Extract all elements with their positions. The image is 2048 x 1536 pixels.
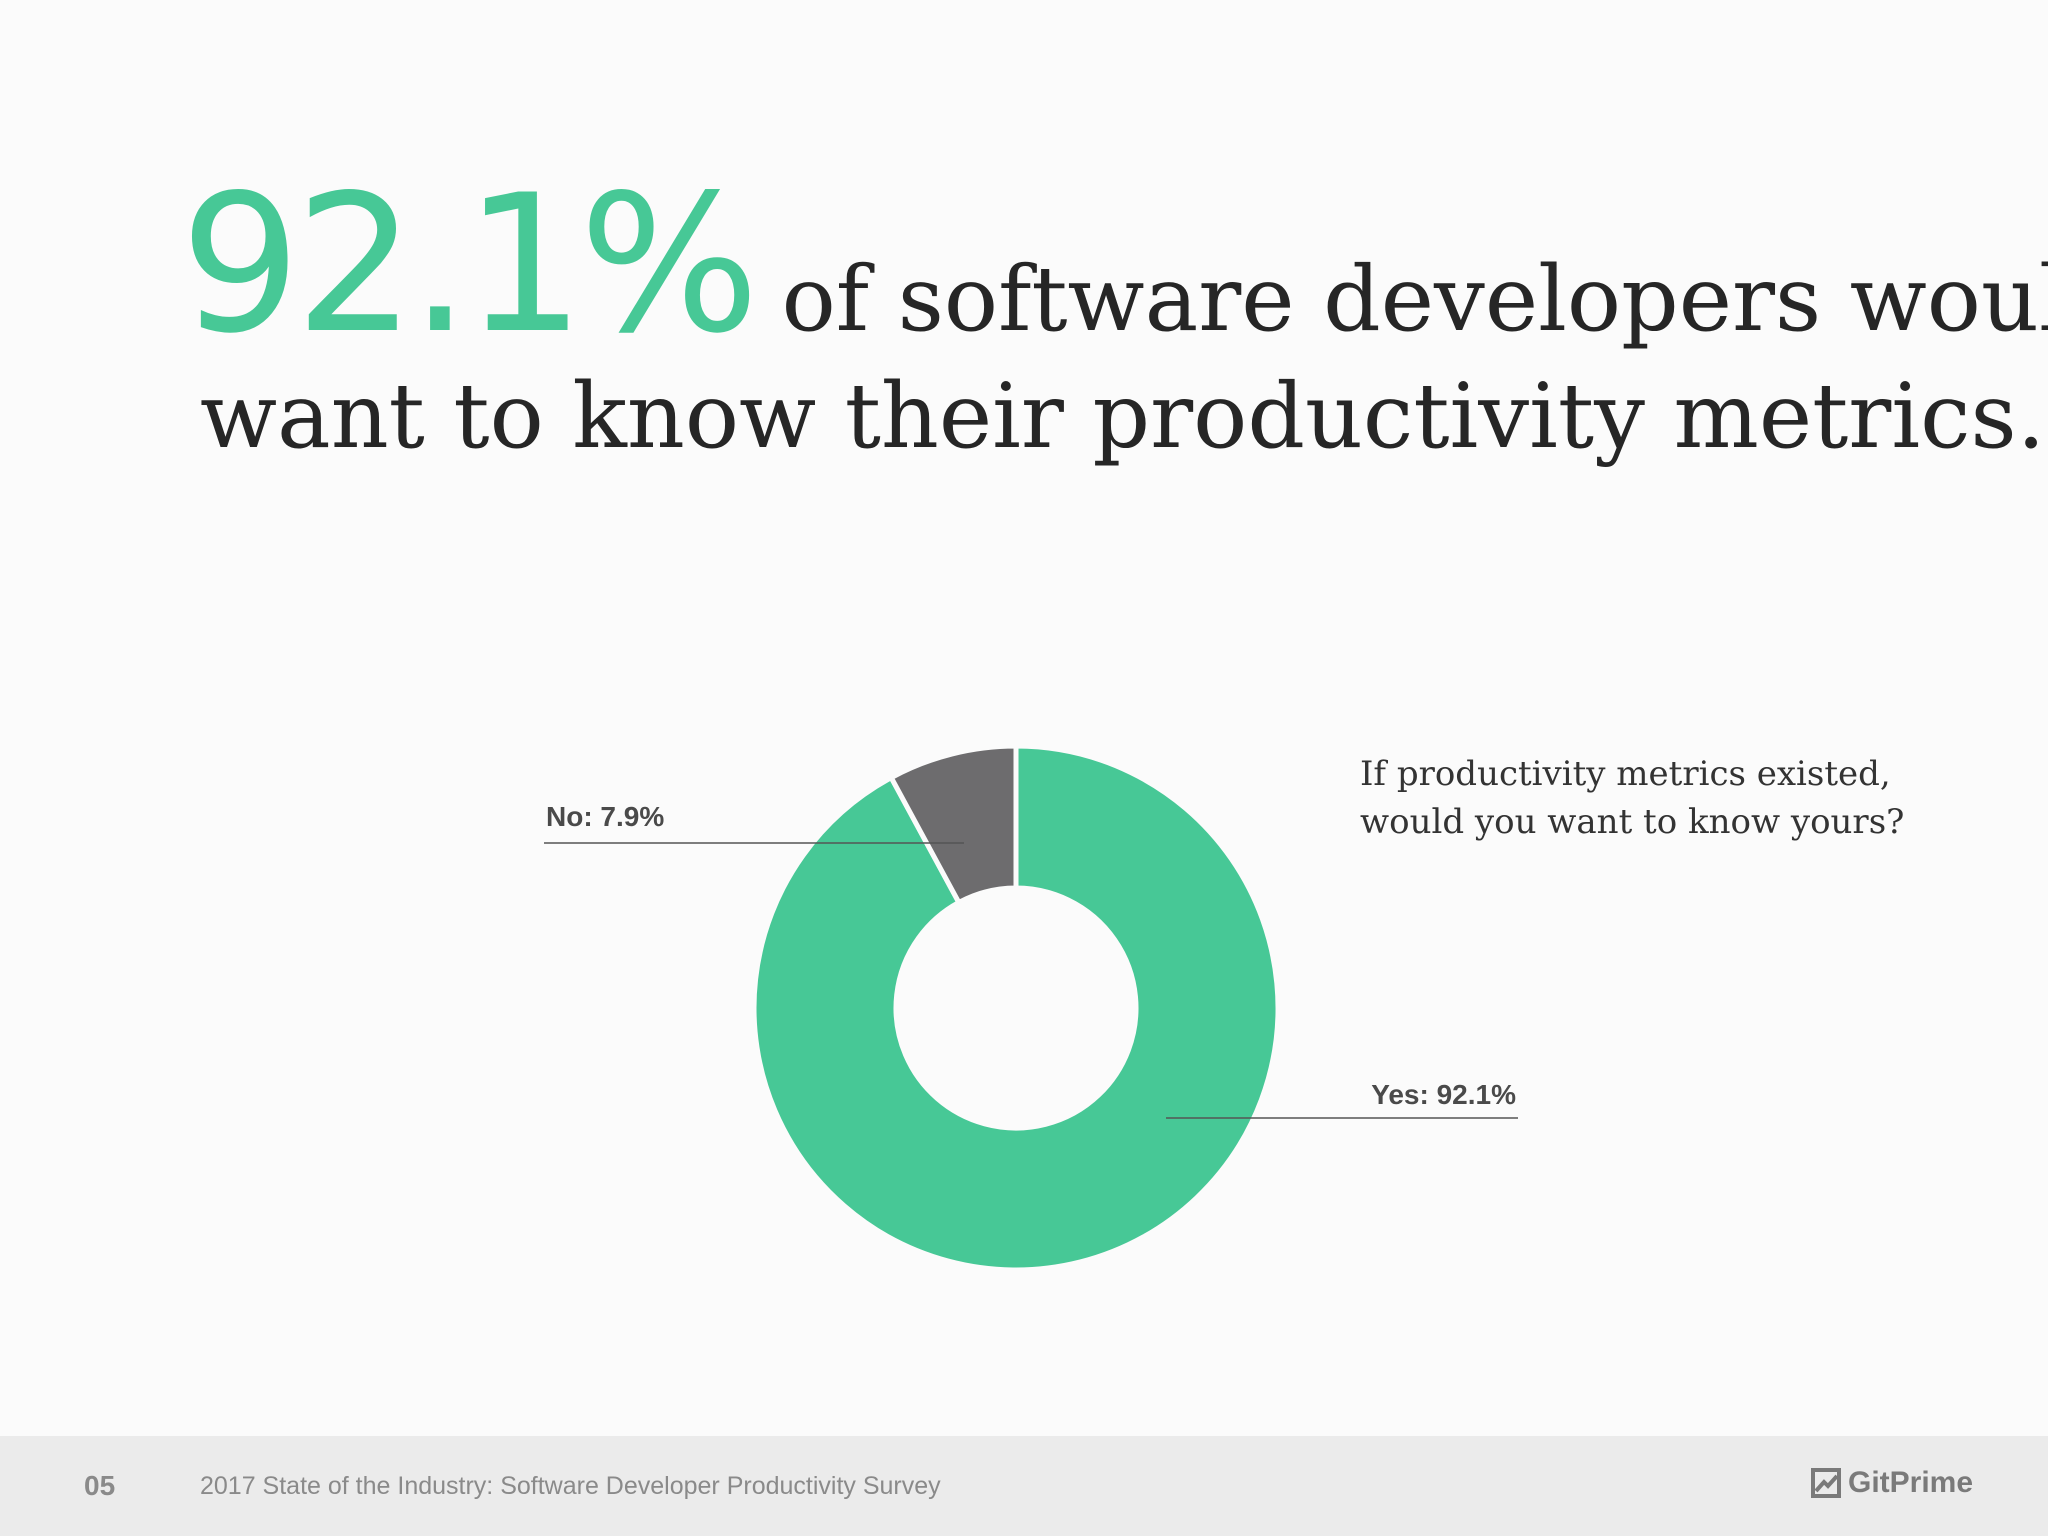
data-label-no: No: 7.9% xyxy=(546,801,664,832)
footer: 05 2017 State of the Industry: Software … xyxy=(0,1436,2048,1536)
headline-text-line-1: of software developers would xyxy=(781,247,2048,352)
donut-slice-no xyxy=(887,743,1019,906)
page-number: 05 xyxy=(84,1470,116,1501)
gitprime-logo-icon xyxy=(1811,1468,1841,1498)
brand-logo: GitPrime xyxy=(1810,1466,1973,1500)
data-label-yes: Yes: 92.1% xyxy=(1371,1079,1516,1110)
donut-slice-yes xyxy=(751,743,1281,1273)
chart-question-line-2: would you want to know yours? xyxy=(1360,802,1905,842)
headline-stat: 92.1% xyxy=(180,154,760,375)
brand-name: GitPrime xyxy=(1848,1466,1974,1499)
report-title: 2017 State of the Industry: Software Dev… xyxy=(200,1472,941,1500)
headline: 92.1% of software developers would want … xyxy=(180,154,2048,469)
donut-chart-svg: Yes: 92.1% No: 7.9% xyxy=(544,743,1518,1273)
headline-text-line-2: want to know their productivity metrics. xyxy=(200,364,2046,469)
donut-chart: Yes: 92.1% No: 7.9% xyxy=(544,743,1518,1273)
chart-question: If productivity metrics existed, would y… xyxy=(1360,750,1920,846)
chart-question-line-1: If productivity metrics existed, xyxy=(1360,754,1891,794)
headline-line-1: 92.1% of software developers would xyxy=(180,154,2048,375)
